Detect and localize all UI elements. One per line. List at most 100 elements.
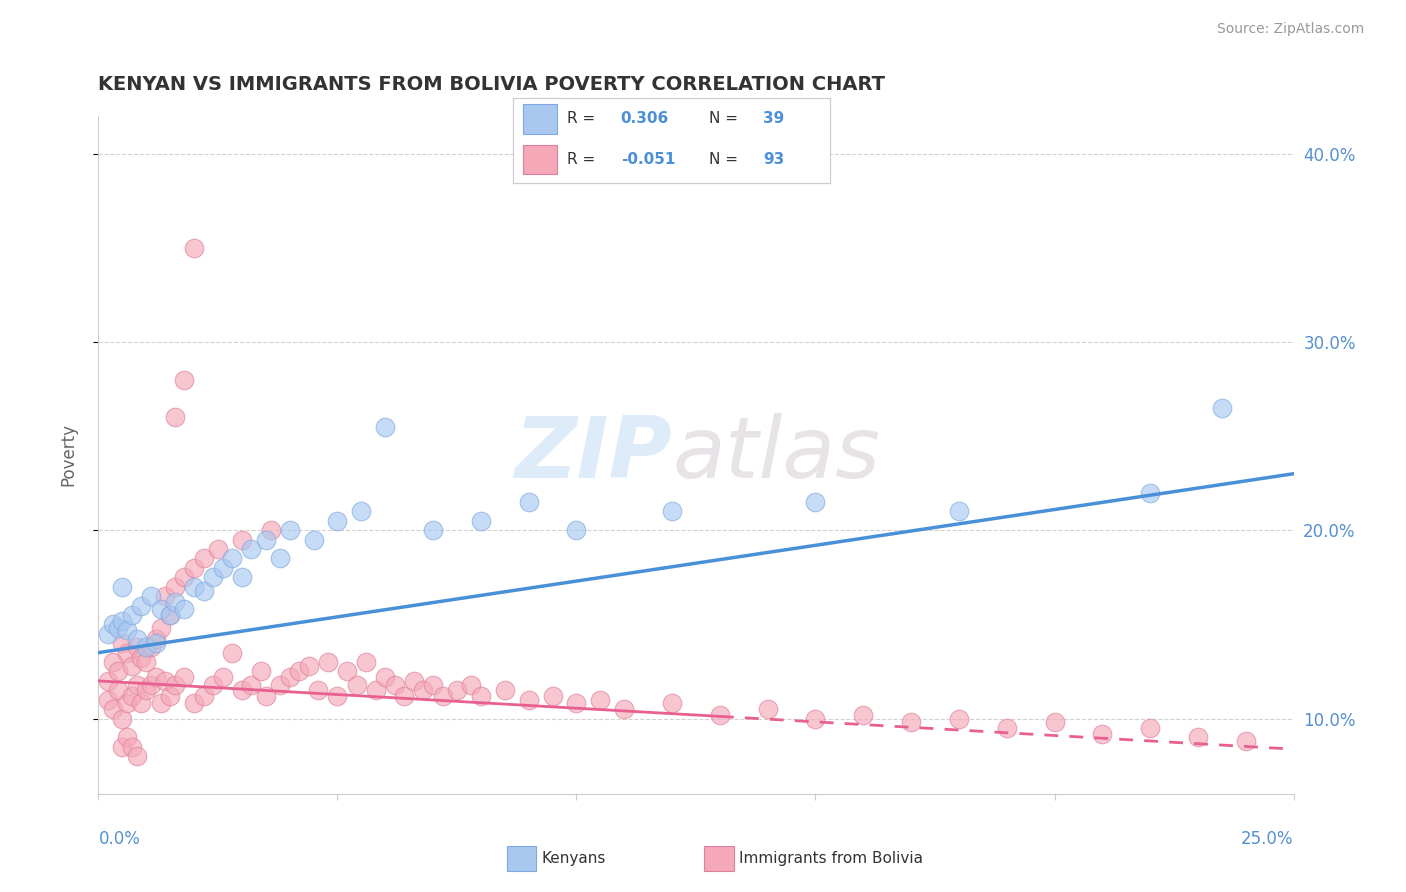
Text: KENYAN VS IMMIGRANTS FROM BOLIVIA POVERTY CORRELATION CHART: KENYAN VS IMMIGRANTS FROM BOLIVIA POVERT…	[98, 75, 886, 94]
Text: Source: ZipAtlas.com: Source: ZipAtlas.com	[1216, 22, 1364, 37]
Point	[278, 670, 301, 684]
Point	[149, 697, 172, 711]
Point	[173, 670, 195, 684]
Point	[269, 678, 291, 692]
Point	[350, 504, 373, 518]
Text: Kenyans: Kenyans	[541, 851, 606, 866]
Point	[613, 702, 636, 716]
Point	[432, 689, 454, 703]
Point	[145, 670, 167, 684]
Text: 39: 39	[763, 111, 785, 126]
Point	[107, 683, 129, 698]
Point	[402, 673, 425, 688]
Point	[107, 665, 129, 679]
Point	[173, 602, 195, 616]
Point	[1043, 715, 1066, 730]
Point	[97, 627, 120, 641]
Point	[207, 542, 229, 557]
Point	[298, 658, 321, 673]
Point	[446, 683, 468, 698]
Point	[336, 665, 359, 679]
Y-axis label: Poverty: Poverty	[59, 424, 77, 486]
Bar	[523, 104, 557, 134]
Point	[231, 683, 253, 698]
Point	[111, 636, 134, 650]
Point	[131, 651, 153, 665]
Point	[163, 410, 186, 425]
Point	[211, 561, 233, 575]
Point	[278, 523, 301, 537]
Point	[97, 692, 120, 706]
Point	[121, 658, 143, 673]
Point	[1091, 726, 1114, 740]
Point	[135, 683, 157, 698]
Point	[183, 697, 205, 711]
Point	[494, 683, 516, 698]
Point	[1139, 485, 1161, 500]
Point	[259, 523, 281, 537]
Text: R =: R =	[567, 111, 600, 126]
Point	[131, 697, 153, 711]
Point	[900, 715, 922, 730]
Point	[254, 533, 277, 547]
Point	[316, 655, 339, 669]
Point	[111, 712, 134, 726]
Point	[1139, 721, 1161, 735]
Point	[111, 614, 134, 628]
Point	[422, 523, 444, 537]
Point	[155, 673, 177, 688]
Point	[163, 595, 186, 609]
Point	[709, 707, 731, 722]
Text: Immigrants from Bolivia: Immigrants from Bolivia	[740, 851, 924, 866]
Point	[384, 678, 406, 692]
Point	[948, 712, 970, 726]
Point	[804, 712, 827, 726]
Point	[139, 640, 162, 654]
Point	[221, 551, 243, 566]
Point	[240, 542, 263, 557]
Text: 0.0%: 0.0%	[98, 830, 141, 847]
Point	[231, 533, 253, 547]
Point	[1187, 731, 1209, 745]
Text: -0.051: -0.051	[620, 153, 675, 168]
Text: ZIP: ZIP	[515, 413, 672, 497]
Point	[354, 655, 377, 669]
Point	[145, 636, 167, 650]
Point	[183, 580, 205, 594]
Point	[159, 689, 181, 703]
Point	[125, 678, 148, 692]
Point	[111, 739, 134, 754]
Point	[163, 678, 186, 692]
Point	[149, 621, 172, 635]
Point	[101, 617, 124, 632]
Point	[250, 665, 273, 679]
Point	[412, 683, 434, 698]
Point	[121, 607, 143, 622]
Point	[107, 621, 129, 635]
Point	[470, 689, 492, 703]
Point	[541, 689, 564, 703]
Text: N =: N =	[710, 153, 744, 168]
Point	[254, 689, 277, 703]
Point	[173, 373, 195, 387]
Point	[374, 670, 396, 684]
Point	[1211, 401, 1233, 415]
Point	[240, 678, 263, 692]
Point	[202, 678, 225, 692]
Text: R =: R =	[567, 153, 600, 168]
Point	[995, 721, 1018, 735]
Point	[948, 504, 970, 518]
Point	[193, 551, 215, 566]
Text: atlas: atlas	[672, 413, 880, 497]
Bar	[523, 145, 557, 175]
Point	[183, 241, 205, 255]
Point	[394, 689, 416, 703]
Point	[149, 602, 172, 616]
Point	[115, 623, 138, 637]
Point	[326, 689, 349, 703]
Point	[139, 678, 162, 692]
Point	[135, 640, 157, 654]
Point	[231, 570, 253, 584]
Point	[302, 533, 325, 547]
Point	[460, 678, 482, 692]
